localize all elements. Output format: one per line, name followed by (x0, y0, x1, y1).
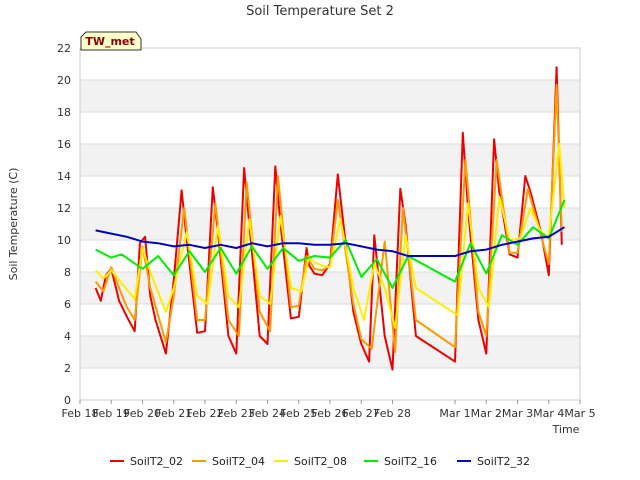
y-axis-title: Soil Temperature (C) (7, 168, 20, 281)
y-tick-label: 0 (64, 394, 71, 407)
x-tick-label: Feb 20 (124, 407, 161, 420)
y-tick-label: 14 (57, 170, 71, 183)
series-lines (94, 66, 566, 371)
y-tick-label: 6 (64, 298, 71, 311)
x-tick-label: Feb 23 (218, 407, 255, 420)
x-tick-label: Mar 4 (533, 407, 564, 420)
x-tick-label: Feb 21 (155, 407, 192, 420)
series-line-soilt2_16 (95, 199, 566, 289)
x-tick-label: Mar 2 (471, 407, 502, 420)
y-axis: 0 2 4 6 8 10 12 14 16 18 20 22 (57, 42, 71, 407)
y-tick-label: 10 (57, 234, 71, 247)
x-axis-title: Time (552, 423, 580, 436)
legend-label-soilt2_04: SoilT2_04 (212, 455, 265, 468)
x-tick-label: Feb 18 (62, 407, 99, 420)
grid-band (80, 144, 580, 176)
x-tick-label: Feb 27 (343, 407, 380, 420)
y-tick-label: 2 (64, 362, 71, 375)
legend-label-soilt2_32: SoilT2_32 (477, 455, 530, 468)
x-tick-label: Mar 1 (439, 407, 470, 420)
y-tick-label: 22 (57, 42, 71, 55)
badge-shape (80, 31, 142, 51)
y-tick-label: 18 (57, 106, 71, 119)
x-tick-label: Feb 22 (187, 407, 224, 420)
x-tick-label: Feb 25 (280, 407, 317, 420)
series-line-soilt2_32 (95, 226, 565, 257)
x-tick-label: Feb 24 (249, 407, 286, 420)
y-tick-label: 20 (57, 74, 71, 87)
x-tick-label: Feb 19 (93, 407, 130, 420)
legend-label-soilt2_02: SoilT2_02 (130, 455, 183, 468)
chart-title: Soil Temperature Set 2 (246, 4, 394, 19)
x-tick-label: Feb 28 (374, 407, 411, 420)
y-tick-label: 16 (57, 138, 71, 151)
y-tick-label: 8 (64, 266, 71, 279)
y-tick-label: 12 (57, 202, 71, 215)
grid-band (80, 272, 580, 304)
station-badge: TW_met (80, 31, 142, 51)
x-tick-label: Mar 5 (564, 407, 595, 420)
x-tick-label: Mar 3 (502, 407, 533, 420)
grid-band (80, 80, 580, 112)
y-tick-label: 4 (64, 330, 71, 343)
legend-label-soilt2_16: SoilT2_16 (384, 455, 437, 468)
x-tick-label: Feb 26 (312, 407, 349, 420)
legend-label-soilt2_08: SoilT2_08 (294, 455, 347, 468)
grid-band (80, 336, 580, 368)
series-line-soilt2_08 (94, 143, 566, 329)
legend: SoilT2_02 SoilT2_04 SoilT2_08 SoilT2_16 Soil… (110, 455, 530, 468)
badge-label: TW_met (85, 35, 134, 48)
